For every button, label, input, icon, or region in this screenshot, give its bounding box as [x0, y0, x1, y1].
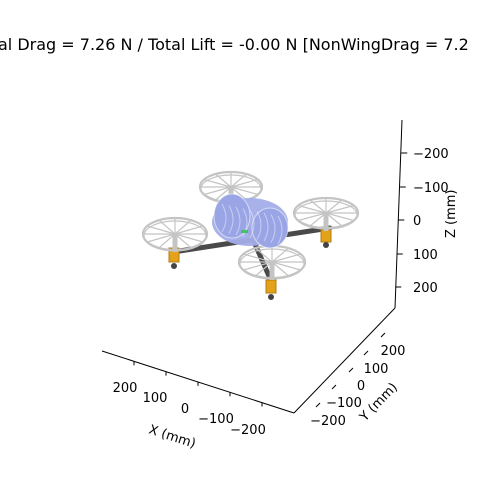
- propeller: [141, 216, 209, 252]
- fuselage-body: [212, 193, 289, 249]
- x-tick-label: −200: [230, 423, 266, 438]
- y-tick-mark: [363, 350, 369, 356]
- y-tick-mark: [380, 332, 386, 338]
- x-axis-label: X (mm): [147, 423, 198, 452]
- y-tick-mark: [348, 367, 354, 373]
- y-tick-mark: [315, 402, 321, 408]
- motor: [320, 229, 332, 248]
- x-tick-label: −100: [198, 412, 234, 427]
- z-tick-label: 200: [413, 281, 438, 296]
- propeller: [292, 196, 360, 231]
- motor: [265, 279, 277, 300]
- y-tick-label: −100: [326, 396, 362, 411]
- x-tick-label: 200: [113, 381, 138, 396]
- chart-title: al Drag = 7.26 N / Total Lift = -0.00 N …: [0, 35, 469, 54]
- z-tick-label: 0: [413, 214, 421, 229]
- z-axis-label: Z (mm): [444, 189, 459, 238]
- z-tick-label: 100: [413, 248, 438, 263]
- x-tick-label: 0: [181, 402, 189, 417]
- propeller: [237, 244, 307, 280]
- y-tick-label: −200: [310, 414, 346, 429]
- x-axis: 200 100 0 −100−200 X (mm): [101, 350, 295, 452]
- y-tick-label: 100: [364, 362, 389, 377]
- z-tick-label: −200: [413, 147, 449, 162]
- z-axis-line: [394, 119, 403, 309]
- y-tick-label: 0: [357, 379, 365, 394]
- y-tick-mark: [331, 384, 337, 390]
- center-marker: [241, 230, 248, 233]
- z-tick-label: −100: [413, 181, 449, 196]
- drone-model: [141, 170, 360, 300]
- z-axis: −200 −100 0 100 200 Z (mm): [394, 119, 459, 309]
- y-tick-label: 200: [381, 344, 406, 359]
- y-axis-line: [293, 307, 396, 414]
- x-tick-label: 100: [143, 391, 168, 406]
